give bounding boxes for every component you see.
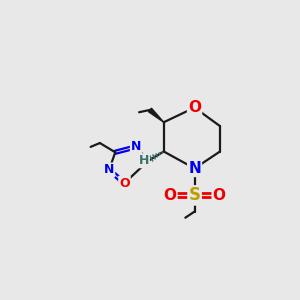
Text: O: O [164, 188, 176, 203]
Polygon shape [148, 108, 164, 122]
Text: N: N [131, 140, 141, 153]
Text: O: O [119, 177, 130, 190]
Text: N: N [104, 164, 114, 176]
Text: H: H [139, 154, 149, 167]
Text: N: N [188, 161, 201, 176]
Text: S: S [189, 186, 201, 204]
Text: O: O [188, 100, 201, 115]
Text: O: O [213, 188, 226, 203]
